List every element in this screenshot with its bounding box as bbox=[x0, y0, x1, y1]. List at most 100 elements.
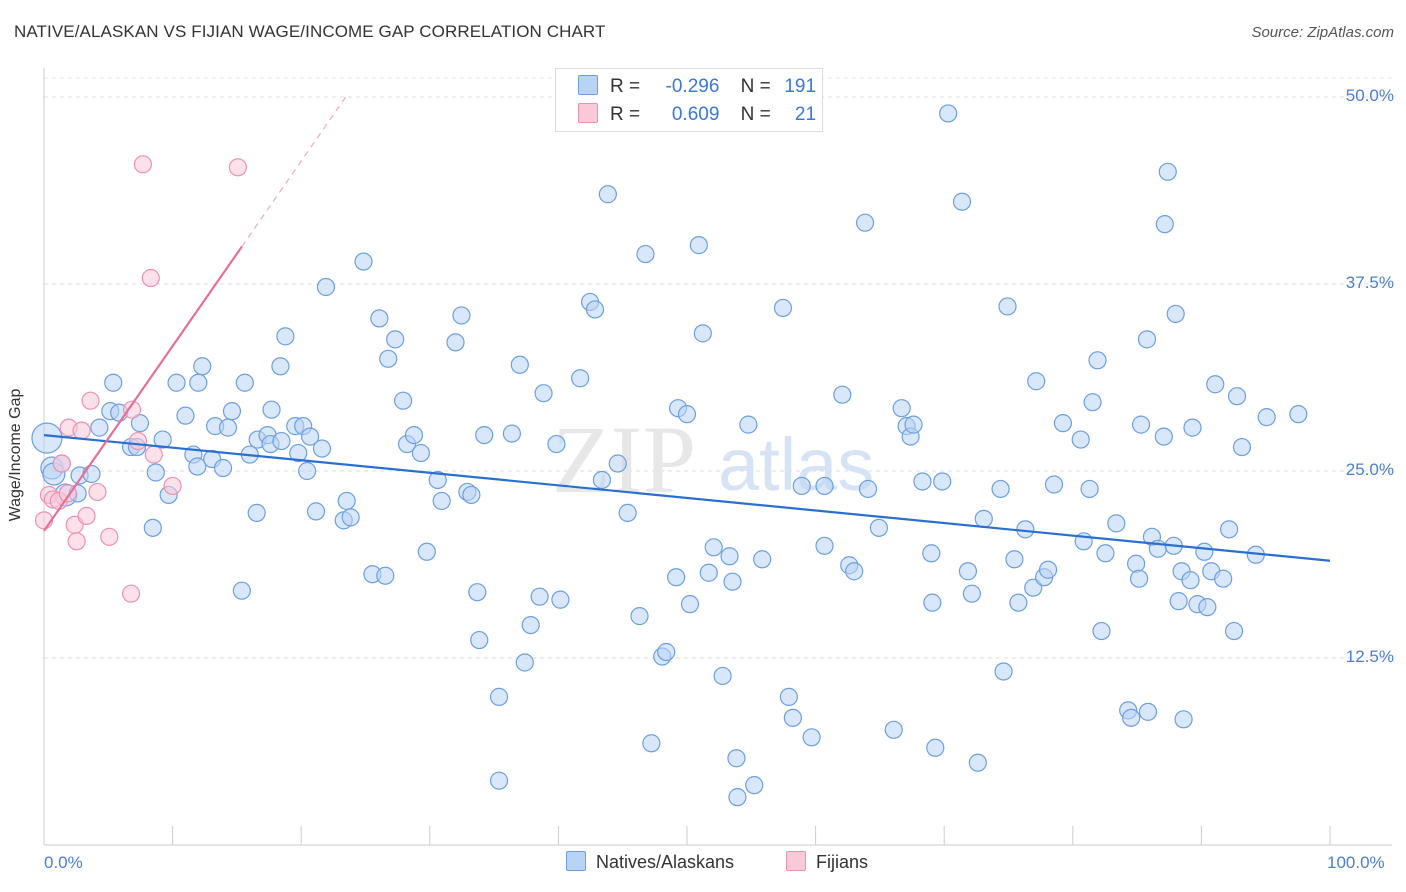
natives-point bbox=[218, 418, 238, 437]
natives-point bbox=[598, 185, 617, 204]
natives-point bbox=[994, 662, 1013, 681]
fijians-point bbox=[88, 482, 107, 502]
fijians-point bbox=[228, 158, 247, 177]
natives-point bbox=[1183, 418, 1202, 437]
natives-point bbox=[167, 373, 186, 392]
natives-point bbox=[188, 457, 207, 476]
natives-point bbox=[1005, 550, 1024, 569]
natives-point bbox=[1174, 710, 1193, 729]
watermark: ZIP atlas bbox=[552, 406, 874, 513]
natives-point bbox=[262, 400, 281, 419]
fijians-point bbox=[100, 527, 119, 546]
data-points bbox=[31, 104, 1308, 807]
natives-point bbox=[1227, 387, 1247, 406]
natives-point bbox=[271, 357, 290, 376]
fijians-point bbox=[128, 431, 148, 451]
natives-point bbox=[704, 538, 723, 557]
natives-point bbox=[446, 333, 465, 352]
natives-point bbox=[1289, 405, 1308, 424]
natives-point bbox=[998, 297, 1017, 316]
fijians-point bbox=[67, 532, 86, 551]
natives-point bbox=[530, 587, 549, 606]
natives-point bbox=[462, 485, 481, 505]
natives-point bbox=[235, 373, 254, 392]
natives-point bbox=[968, 753, 987, 772]
natives-point bbox=[723, 572, 742, 591]
natives-point bbox=[301, 427, 320, 446]
fijians-point bbox=[163, 476, 182, 496]
natives-point bbox=[316, 277, 336, 297]
natives-point bbox=[926, 738, 945, 757]
stats-row-natives: R = -0.296 N = 191 bbox=[578, 75, 816, 101]
natives-point bbox=[1107, 514, 1126, 533]
natives-point bbox=[1038, 560, 1058, 579]
natives-point bbox=[547, 434, 566, 454]
watermark-atlas: atlas bbox=[718, 423, 874, 506]
natives-point bbox=[247, 503, 266, 522]
natives-point bbox=[104, 373, 123, 392]
fijians-point bbox=[72, 421, 91, 440]
natives-point bbox=[833, 385, 852, 404]
natives-point bbox=[739, 415, 758, 434]
fijians-trend-line bbox=[43, 245, 243, 532]
natives-point bbox=[411, 443, 430, 463]
natives-point bbox=[1122, 708, 1141, 727]
fijians-point bbox=[121, 584, 141, 603]
fijians-point bbox=[133, 155, 153, 174]
natives-point bbox=[783, 708, 802, 727]
natives-point bbox=[1083, 393, 1102, 412]
fijians-swatch bbox=[578, 103, 598, 123]
natives-point bbox=[222, 402, 242, 421]
natives-point bbox=[489, 687, 509, 706]
natives-point bbox=[608, 454, 627, 473]
natives-point bbox=[1232, 437, 1252, 457]
axes bbox=[43, 68, 1392, 846]
natives-point bbox=[417, 542, 436, 561]
natives-point bbox=[923, 593, 942, 612]
n-label: N = bbox=[740, 76, 771, 97]
natives-point bbox=[130, 414, 150, 433]
natives-point bbox=[892, 399, 911, 418]
natives-point bbox=[272, 431, 291, 451]
natives-point bbox=[475, 425, 494, 445]
natives-point bbox=[1198, 598, 1217, 617]
x-tick-label-min: 0.0% bbox=[44, 853, 83, 872]
natives-point bbox=[1027, 372, 1046, 391]
natives-point bbox=[1158, 162, 1177, 181]
legend-item-natives[interactable]: Natives/Alaskans bbox=[566, 851, 734, 873]
natives-point bbox=[815, 476, 834, 496]
natives-point bbox=[82, 464, 101, 484]
fijians-point bbox=[141, 268, 160, 288]
legend-item-fijians[interactable]: Fijians bbox=[786, 851, 868, 873]
natives-point bbox=[1257, 408, 1276, 427]
natives-point bbox=[855, 213, 875, 232]
natives-point bbox=[337, 491, 356, 511]
natives-point bbox=[677, 405, 697, 424]
natives-point bbox=[452, 306, 471, 325]
natives-point bbox=[393, 391, 413, 410]
natives-point bbox=[845, 562, 864, 581]
natives-point bbox=[1044, 475, 1064, 494]
natives-point bbox=[779, 687, 798, 706]
natives-point bbox=[958, 562, 978, 581]
natives-point bbox=[974, 509, 993, 528]
fijians-point bbox=[52, 454, 71, 473]
natives-point bbox=[376, 566, 395, 585]
natives-point bbox=[551, 590, 570, 609]
natives-point bbox=[884, 720, 903, 739]
n-label: N = bbox=[740, 104, 771, 125]
natives-point bbox=[636, 244, 655, 264]
legend-label-fijians: Fijians bbox=[816, 852, 869, 872]
natives-point bbox=[869, 518, 889, 537]
r-label: R = bbox=[610, 104, 641, 125]
natives-point bbox=[428, 470, 447, 490]
trend-lines bbox=[43, 96, 1331, 562]
natives-point bbox=[753, 550, 772, 569]
natives-point bbox=[689, 236, 708, 255]
natives-point bbox=[1138, 702, 1158, 721]
natives-point bbox=[913, 472, 932, 491]
natives-point bbox=[1080, 479, 1099, 499]
natives-point bbox=[502, 424, 522, 443]
natives-point bbox=[341, 508, 360, 527]
natives-point bbox=[468, 583, 487, 602]
